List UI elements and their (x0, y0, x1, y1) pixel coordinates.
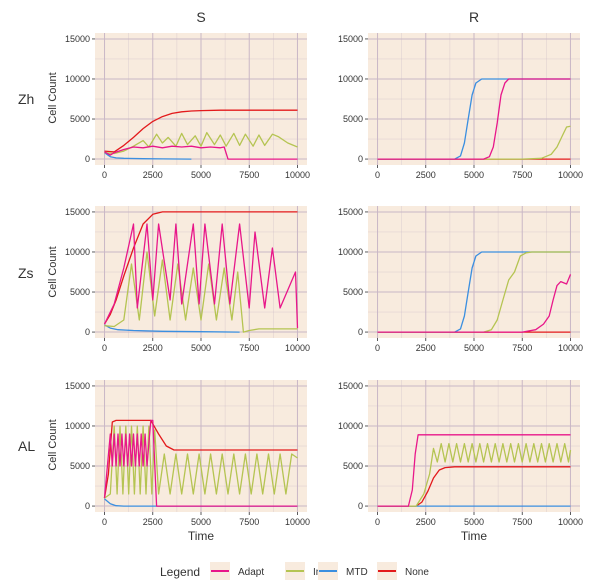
y-tick-label: 0 (358, 154, 363, 164)
x-tick-label: 7500 (239, 170, 259, 180)
x-tick-label: 5000 (464, 343, 484, 353)
x-tick-label: 2500 (143, 517, 163, 527)
x-tick-label: 5000 (191, 517, 211, 527)
chart-panels: 0 2500 5000 7500 10000 0 5000 10000 15000 0 2500 50… (65, 33, 583, 527)
x-tick-label: 10000 (285, 170, 310, 180)
x-tick-label: 7500 (512, 170, 532, 180)
y-tick-label: 15000 (65, 34, 90, 44)
series-line-mtd-zs-s (104, 324, 240, 333)
y-tick-label: 5000 (343, 287, 363, 297)
x-tick-label: 5000 (464, 170, 484, 180)
y-axis-label-row-al: Cell Count (47, 419, 59, 470)
y-tick-label: 10000 (338, 74, 363, 84)
x-axis-label-r: Time (461, 529, 488, 543)
x-tick-label: 2500 (143, 343, 163, 353)
x-tick-label: 5000 (464, 517, 484, 527)
legend-label-adapt: Adapt (238, 567, 264, 578)
y-tick-label: 5000 (343, 114, 363, 124)
panel-zs-r: 0 2500 5000 7500 10000 0 5000 10000 15000 (338, 206, 583, 353)
y-tick-label: 15000 (65, 381, 90, 391)
y-axis-label-row-zh: Cell Count (47, 72, 59, 123)
x-tick-label: 10000 (285, 343, 310, 353)
x-tick-label: 2500 (416, 517, 436, 527)
row-label-al: AL (18, 438, 35, 454)
series-line-adapt-zh-r (377, 78, 571, 160)
x-tick-label: 0 (102, 170, 107, 180)
panel-al-r: 0 2500 5000 7500 10000 0 5000 10000 15000 (338, 380, 583, 527)
series-line-int-al-r (377, 442, 572, 507)
x-tick-label: 10000 (558, 170, 583, 180)
y-tick-label: 0 (358, 327, 363, 337)
row-label-zs: Zs (18, 265, 34, 281)
panel-al-s: 0 2500 5000 7500 10000 0 5000 10000 15000 (65, 380, 310, 527)
series-line-int-zh-s (104, 131, 298, 155)
series-line-mtd-zh-s (104, 152, 192, 160)
y-tick-label: 15000 (338, 207, 363, 217)
y-tick-label: 5000 (70, 114, 90, 124)
x-tick-label: 7500 (239, 517, 259, 527)
y-tick-label: 10000 (338, 421, 363, 431)
y-tick-label: 10000 (65, 74, 90, 84)
y-tick-label: 10000 (65, 247, 90, 257)
x-tick-label: 0 (375, 343, 380, 353)
y-tick-label: 5000 (70, 461, 90, 471)
legend-label-none: None (405, 567, 429, 578)
series-line-int-zs-r (377, 251, 571, 333)
legend-title: Legend (160, 565, 200, 579)
series-line-adapt-zh-s (104, 145, 298, 160)
x-tick-label: 10000 (285, 517, 310, 527)
series-line-adapt-al-r (377, 434, 571, 507)
x-tick-label: 2500 (143, 170, 163, 180)
legend-label-mtd: MTD (346, 567, 368, 578)
y-tick-label: 0 (85, 501, 90, 511)
panel-zh-s: 0 2500 5000 7500 10000 0 5000 10000 15000 (65, 33, 310, 180)
x-tick-label: 5000 (191, 170, 211, 180)
y-tick-label: 5000 (343, 461, 363, 471)
y-tick-label: 15000 (338, 381, 363, 391)
y-tick-label: 10000 (338, 247, 363, 257)
legend-item-none: None (377, 562, 429, 580)
series-line-mtd-zh-r (377, 78, 571, 160)
x-tick-label: 2500 (416, 170, 436, 180)
y-axis-label-row-zs: Cell Count (47, 246, 59, 297)
legend-item-mtd: MTD (318, 562, 368, 580)
series-line-none-zh-s (104, 109, 298, 153)
column-header-s: S (196, 9, 205, 25)
panel-zh-r: 0 2500 5000 7500 10000 0 5000 10000 15000 (338, 33, 583, 180)
series-line-int-zh-r (377, 125, 571, 160)
y-tick-label: 10000 (65, 421, 90, 431)
x-tick-label: 0 (375, 170, 380, 180)
x-tick-label: 10000 (558, 343, 583, 353)
y-tick-label: 0 (85, 327, 90, 337)
series-line-int-zs-s (104, 251, 298, 333)
y-tick-label: 15000 (65, 207, 90, 217)
y-tick-label: 0 (85, 154, 90, 164)
y-tick-label: 15000 (338, 34, 363, 44)
x-tick-label: 0 (102, 343, 107, 353)
row-label-zh: Zh (18, 91, 34, 107)
series-line-adapt-zs-s (103, 223, 299, 329)
series-line-adapt-zs-r (377, 274, 572, 333)
x-tick-label: 7500 (512, 517, 532, 527)
legend-item-adapt: Adapt (210, 562, 264, 580)
y-tick-label: 5000 (70, 287, 90, 297)
x-tick-label: 5000 (191, 343, 211, 353)
x-tick-label: 7500 (239, 343, 259, 353)
series-line-none-al-r (377, 466, 571, 507)
y-tick-label: 0 (358, 501, 363, 511)
x-axis-label-s: Time (188, 529, 215, 543)
legend: Legend Adapt Int MTD None (160, 562, 429, 580)
x-tick-label: 2500 (416, 343, 436, 353)
panel-zs-s: 0 2500 5000 7500 10000 0 5000 10000 15000 (65, 206, 310, 353)
series-line-mtd-zs-r (377, 251, 571, 333)
column-header-r: R (469, 9, 479, 25)
x-tick-label: 7500 (512, 343, 532, 353)
x-tick-label: 10000 (558, 517, 583, 527)
x-tick-label: 0 (375, 517, 380, 527)
series-line-adapt-al-s (103, 419, 298, 507)
series-line-int-al-s (104, 425, 298, 499)
x-tick-label: 0 (102, 517, 107, 527)
